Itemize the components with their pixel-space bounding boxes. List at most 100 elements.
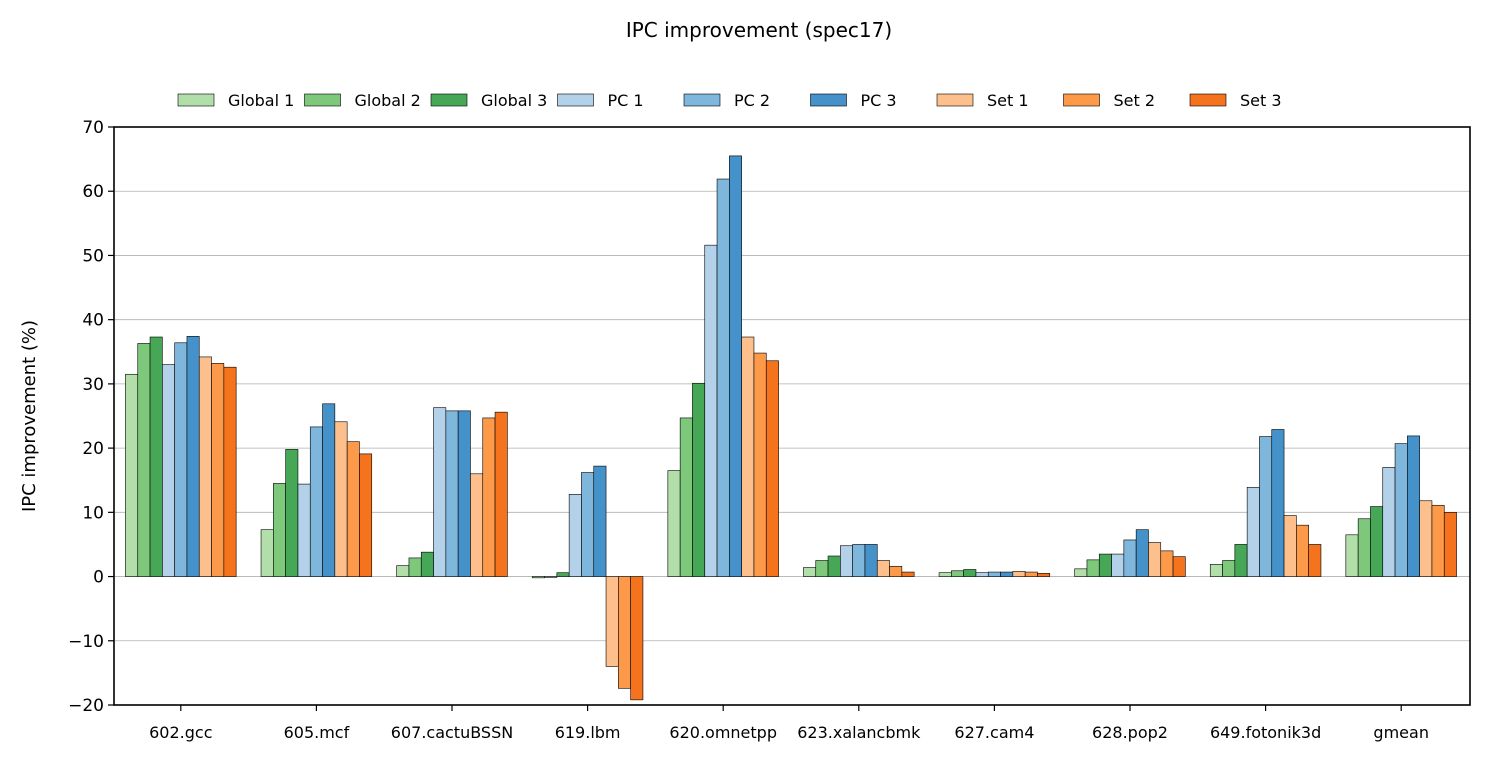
bar-pc-2-605-mcf <box>309 426 323 577</box>
bar-set-3-619-lbm <box>630 576 644 701</box>
legend-swatch-pc-2 <box>683 93 721 107</box>
legend-swatch-set-2 <box>1063 93 1100 107</box>
bar-pc-2-gmean <box>1394 443 1408 577</box>
bar-global-2-602-gcc <box>137 343 151 577</box>
y-axis: −20 −10 0 10 20 30 40 50 60 70 <box>68 118 114 716</box>
bar-global-3-628-pop2 <box>1098 553 1112 577</box>
bar-global-1-619-lbm <box>531 576 545 579</box>
y-tick-label: 60 <box>82 182 104 202</box>
bar-set-3-607-cactuBSSN <box>494 411 508 577</box>
bar-pc-2-619-lbm <box>581 472 595 577</box>
bar-pc-2-649-fotonik3d <box>1259 436 1273 577</box>
legend-label: PC 3 <box>861 91 897 110</box>
legend-label: PC 1 <box>608 91 644 110</box>
legend-label: PC 2 <box>734 91 770 110</box>
legend-label: Set 2 <box>1114 91 1156 110</box>
bar-global-3-620-omnetpp <box>692 382 706 577</box>
legend-label: Global 1 <box>228 91 294 110</box>
bar-set-1-602-gcc <box>198 356 212 577</box>
bar-pc-3-627-cam4 <box>1000 571 1014 577</box>
bar-pc-2-627-cam4 <box>987 571 1001 577</box>
legend-swatch-set-3 <box>1189 93 1227 107</box>
x-tick-label: 602.gcc <box>149 723 212 742</box>
bar-pc-1-605-mcf <box>297 483 311 577</box>
bar-set-3-623-xalancbmk <box>901 571 915 577</box>
bar-global-3-627-cam4 <box>963 569 977 577</box>
bar-set-1-620-omnetpp <box>741 336 755 577</box>
bar-set-2-628-pop2 <box>1160 550 1174 577</box>
plot-frame <box>113 126 1471 706</box>
bar-global-2-619-lbm <box>544 576 558 578</box>
bar-global-2-607-cactuBSSN <box>408 557 422 577</box>
bar-pc-1-627-cam4 <box>975 572 989 577</box>
bar-set-3-gmean <box>1443 512 1457 577</box>
x-tick-label: 628.pop2 <box>1092 723 1168 742</box>
bar-global-2-628-pop2 <box>1086 559 1100 577</box>
bar-global-1-649-fotonik3d <box>1209 564 1223 577</box>
legend-swatch-global-1 <box>177 93 215 107</box>
y-tick-label: 70 <box>82 118 104 138</box>
y-tick-label: 30 <box>82 375 104 395</box>
bar-global-2-620-omnetpp <box>679 417 693 577</box>
y-tick-label: 40 <box>82 311 104 331</box>
legend-swatch-global-2 <box>304 93 341 107</box>
bar-global-3-623-xalancbmk <box>827 555 841 577</box>
x-tick-label: gmean <box>1373 723 1429 742</box>
bar-set-3-649-fotonik3d <box>1308 544 1322 577</box>
bar-pc-3-649-fotonik3d <box>1271 429 1285 577</box>
y-tick-label: 10 <box>82 503 104 523</box>
bar-pc-1-602-gcc <box>162 364 175 577</box>
legend-swatch-set-1 <box>936 93 974 107</box>
bar-set-2-623-xalancbmk <box>889 565 903 577</box>
y-tick-label: 50 <box>82 246 104 266</box>
bar-set-1-627-cam4 <box>1012 571 1026 577</box>
bar-global-2-627-cam4 <box>951 570 964 577</box>
x-tick-label: 627.cam4 <box>954 723 1034 742</box>
bar-pc-1-623-xalancbmk <box>840 545 853 577</box>
bar-pc-1-619-lbm <box>568 494 582 577</box>
bars <box>125 155 1457 701</box>
bar-set-3-620-omnetpp <box>765 360 779 577</box>
bar-set-3-605-mcf <box>359 453 373 577</box>
bar-set-3-602-gcc <box>223 366 237 577</box>
bar-set-1-619-lbm <box>605 576 619 667</box>
bar-global-2-623-xalancbmk <box>815 560 829 577</box>
bar-global-1-602-gcc <box>125 373 139 577</box>
legend-swatch-pc-3 <box>810 93 847 107</box>
bar-pc-3-605-mcf <box>322 403 336 577</box>
bar-pc-1-649-fotonik3d <box>1246 486 1260 577</box>
bar-set-2-gmean <box>1431 504 1445 577</box>
bar-global-1-628-pop2 <box>1074 568 1088 577</box>
bar-set-2-619-lbm <box>618 576 631 689</box>
bar-set-1-628-pop2 <box>1148 542 1162 577</box>
x-tick-label: 607.cactuBSSN <box>391 723 513 742</box>
bar-pc-3-623-xalancbmk <box>864 544 878 577</box>
bar-global-3-607-cactuBSSN <box>420 551 434 577</box>
bar-pc-1-607-cactuBSSN <box>433 407 447 577</box>
bar-pc-3-628-pop2 <box>1135 529 1149 577</box>
x-tick-label: 649.fotonik3d <box>1210 723 1321 742</box>
bar-set-1-623-xalancbmk <box>876 560 890 577</box>
chart-title: IPC improvement (spec17) <box>626 18 892 42</box>
bar-pc-2-620-omnetpp <box>716 178 730 577</box>
legend-label: Global 2 <box>355 91 421 110</box>
bar-set-2-620-omnetpp <box>753 352 767 577</box>
bar-global-3-619-lbm <box>556 572 570 577</box>
x-tick-label: 623.xalancbmk <box>797 723 921 742</box>
bar-global-2-649-fotonik3d <box>1222 560 1236 577</box>
legend-label: Set 1 <box>987 91 1029 110</box>
bar-global-3-605-mcf <box>285 449 299 577</box>
bar-pc-2-607-cactuBSSN <box>445 410 459 577</box>
bar-pc-3-gmean <box>1407 435 1420 577</box>
bar-pc-2-628-pop2 <box>1123 539 1137 577</box>
legend-swatch-pc-1 <box>557 93 594 107</box>
legend-label: Global 3 <box>481 91 547 110</box>
bar-set-1-607-cactuBSSN <box>470 473 484 577</box>
bar-pc-3-602-gcc <box>186 336 200 577</box>
y-tick-label: 20 <box>82 439 104 459</box>
bar-global-1-627-cam4 <box>938 572 952 577</box>
bar-set-2-649-fotonik3d <box>1296 524 1309 577</box>
bar-set-1-605-mcf <box>334 421 348 577</box>
bar-global-2-605-mcf <box>273 483 286 577</box>
bar-global-3-602-gcc <box>149 336 163 577</box>
